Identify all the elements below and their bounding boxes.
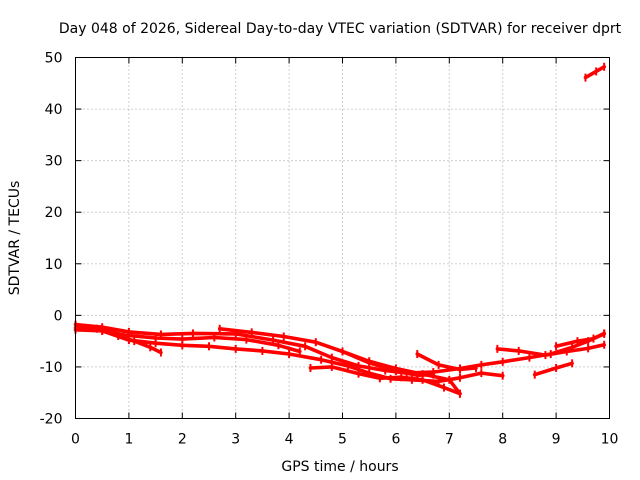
data-series-track-8 xyxy=(415,352,478,372)
data-series-track-12 xyxy=(583,65,607,80)
chart-title: Day 048 of 2026, Sidereal Day-to-day VTE… xyxy=(59,21,622,37)
x-tick-label: 5 xyxy=(338,432,347,448)
y-tick-label: 40 xyxy=(45,102,63,118)
data-series-track-9 xyxy=(495,342,607,357)
x-tick-label: 4 xyxy=(285,432,294,448)
x-tick-label: 7 xyxy=(445,432,454,448)
axis-ticks: 0 1 2 3 4 5 6 7 8 9 10 -20 -10 0 10 20 30 40 50 xyxy=(40,51,619,448)
x-tick-label: 1 xyxy=(124,432,133,448)
x-tick-label: 2 xyxy=(178,432,187,448)
y-tick-label: 10 xyxy=(45,257,63,273)
y-tick-label: 20 xyxy=(45,205,63,221)
x-axis-label: GPS time / hours xyxy=(281,459,398,475)
y-axis-label: SDTVAR / TECUs xyxy=(7,181,23,296)
x-tick-label: 6 xyxy=(391,432,400,448)
x-tick-label: 10 xyxy=(601,432,619,448)
y-tick-label: 0 xyxy=(54,308,63,324)
x-tick-label: 8 xyxy=(498,432,507,448)
y-tick-label: 50 xyxy=(45,51,63,67)
x-tick-label: 0 xyxy=(71,432,80,448)
x-tick-label: 9 xyxy=(552,432,561,448)
grid xyxy=(75,57,610,419)
data-series xyxy=(73,62,607,398)
y-tick-label: -10 xyxy=(40,360,63,376)
data-series-track-3 xyxy=(73,327,505,384)
y-tick-label: -20 xyxy=(40,412,63,428)
data-series-track-10 xyxy=(532,361,574,377)
data-series-track-11 xyxy=(554,332,607,349)
y-tick-label: 30 xyxy=(45,154,63,170)
data-series-track-6 xyxy=(340,349,462,396)
data-series-track-7 xyxy=(308,365,462,396)
x-tick-label: 3 xyxy=(231,432,240,448)
